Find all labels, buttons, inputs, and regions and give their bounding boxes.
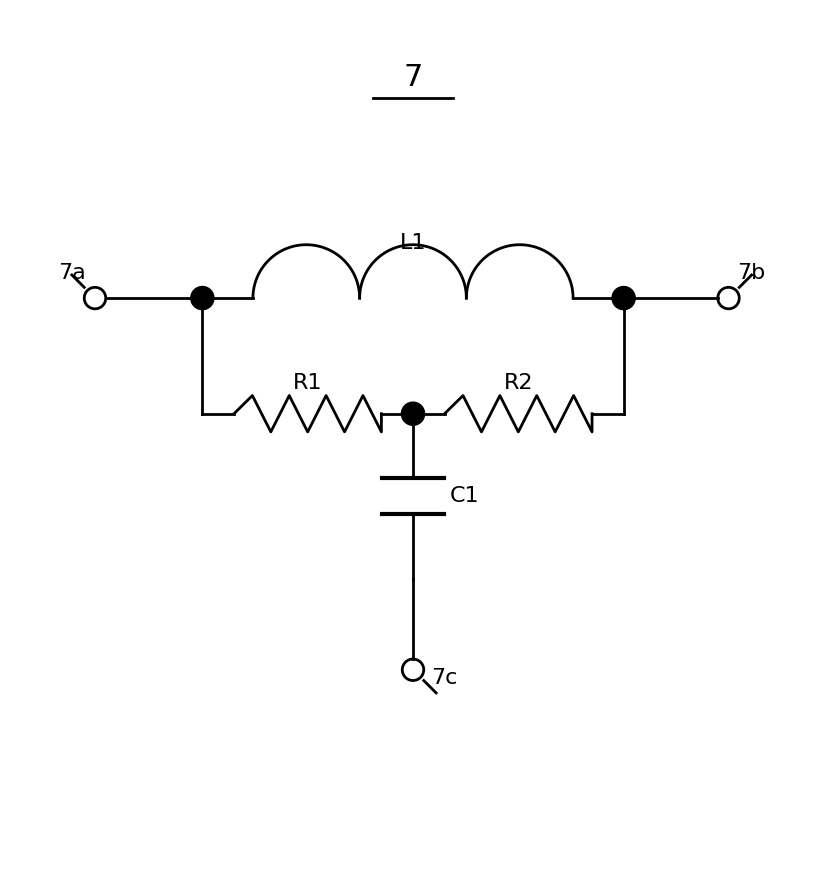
Circle shape <box>401 403 425 425</box>
Text: 7a: 7a <box>58 263 86 283</box>
Text: C1: C1 <box>450 487 480 506</box>
Text: L1: L1 <box>400 232 426 253</box>
Text: 7b: 7b <box>737 263 765 283</box>
Text: R2: R2 <box>504 373 533 393</box>
Text: 7c: 7c <box>431 668 458 688</box>
Text: 7: 7 <box>403 62 423 91</box>
Circle shape <box>191 287 214 310</box>
Circle shape <box>612 287 635 310</box>
Text: R1: R1 <box>293 373 322 393</box>
